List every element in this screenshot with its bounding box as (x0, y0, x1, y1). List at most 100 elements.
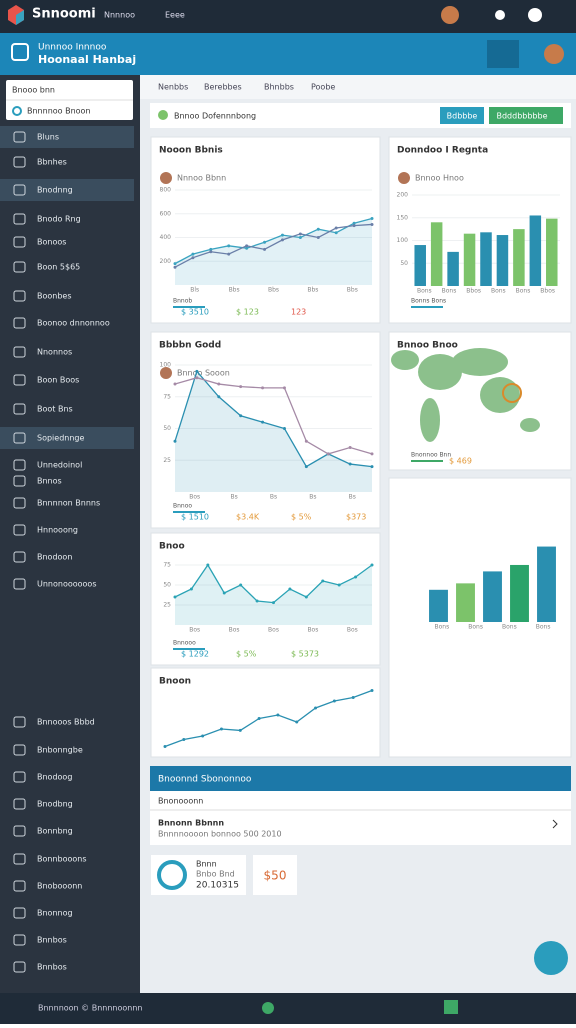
bar (463, 233, 476, 286)
menu-item[interactable]: Unnedoinol (37, 461, 82, 470)
menu-item[interactable]: Bnnos (37, 477, 62, 486)
x-tick-label: Bls (190, 287, 199, 294)
menu-item[interactable]: Bnnooos Bbbd (37, 718, 95, 727)
point (282, 386, 286, 390)
stat: $ 3510 (181, 308, 209, 317)
card (253, 855, 297, 895)
button-label: Bdddbbbbbe (496, 112, 547, 121)
icon[interactable] (262, 1002, 274, 1014)
tab[interactable]: Nenbbs (158, 83, 188, 92)
panel (150, 667, 381, 758)
menu-item[interactable]: Bnonnog (37, 909, 73, 918)
legend-swatch (173, 648, 205, 650)
avatar[interactable] (441, 6, 459, 24)
header-button[interactable] (487, 40, 519, 68)
menu-item[interactable]: Bnnbos (37, 963, 67, 972)
point (334, 226, 338, 230)
menu-item[interactable]: Bnodo Rng (37, 215, 81, 224)
map-land (418, 354, 462, 390)
icon[interactable] (495, 10, 505, 20)
menu-item[interactable]: Bluns (37, 133, 59, 142)
line (174, 223, 373, 268)
menu-item[interactable]: Nnonnos (37, 348, 72, 357)
menu-item[interactable]: Boot Bns (37, 405, 73, 414)
menu-item[interactable]: Bnodnng (37, 186, 73, 195)
menu-item[interactable]: Bnnbos (37, 936, 67, 945)
section-row[interactable]: Bnnonn Bbnnn (158, 819, 224, 828)
menu-icon (13, 403, 26, 415)
menu-item[interactable]: Bonnbooons (37, 855, 87, 864)
point (370, 465, 374, 469)
menu-item[interactable]: Boon Boos (37, 376, 79, 385)
point (173, 262, 177, 266)
tab[interactable]: Poobe (311, 83, 335, 92)
section-row[interactable]: Bnonooonn (158, 797, 203, 806)
point (219, 727, 223, 731)
menu-item[interactable]: Bnnnnon Bnnns (37, 499, 100, 508)
avatar[interactable] (544, 44, 564, 64)
point (298, 232, 302, 236)
menu-item[interactable]: Bnbonngbe (37, 746, 83, 755)
menu[interactable]: Nnnnoo (104, 11, 135, 20)
bar (537, 546, 556, 622)
menu-icon (13, 578, 26, 590)
menu-item[interactable]: Boon 5$65 (37, 263, 80, 272)
map-land (480, 377, 520, 413)
point (314, 706, 318, 710)
point (370, 217, 374, 220)
search-input[interactable]: Bnooo bnn (12, 86, 55, 95)
menu-item-active (0, 427, 134, 449)
point (201, 734, 205, 738)
menu-icon (13, 131, 26, 143)
point (304, 595, 308, 599)
point (370, 452, 374, 456)
button[interactable] (489, 107, 563, 124)
menu-item[interactable]: Bonnbng (37, 827, 73, 836)
avatar (398, 172, 410, 184)
tab[interactable]: Bhnbbs (264, 83, 294, 92)
menu-item[interactable]: Sopiednnge (37, 434, 84, 443)
tab[interactable]: Berebbes (204, 83, 242, 92)
x-tick-label: Bbs (229, 287, 240, 294)
map-land (391, 350, 419, 370)
menu-item[interactable]: Bnobooonn (37, 882, 82, 891)
menu-item[interactable]: Hnnooong (37, 526, 78, 535)
panel-title: Bnoo (159, 542, 185, 552)
x-tick-label: Bos (189, 627, 200, 634)
panel-subtitle: Nnnoo Bbnn (177, 174, 226, 183)
point (280, 238, 284, 242)
tab-bar (140, 75, 576, 99)
y-tick-label: 50 (400, 260, 408, 267)
menu-item[interactable]: Bbnhes (37, 158, 67, 167)
x-tick-label: Bs (270, 494, 277, 501)
x-tick-label: Bos (229, 627, 240, 634)
card-value: $50 (264, 869, 287, 883)
menu-item[interactable]: Bnodoog (37, 773, 72, 782)
fab[interactable] (534, 941, 568, 975)
point (276, 713, 280, 717)
menu-item[interactable]: Bonoos (37, 238, 66, 247)
icon[interactable] (444, 1000, 458, 1014)
point (209, 247, 213, 251)
button[interactable] (440, 107, 484, 124)
menu-item[interactable]: Unnonoooooos (37, 580, 97, 589)
menu-item[interactable]: Bnodoon (37, 553, 72, 562)
point (222, 591, 226, 595)
point (321, 579, 325, 583)
menu-icon (13, 213, 26, 225)
point (245, 246, 249, 250)
point (263, 247, 267, 251)
legend-swatch (411, 460, 443, 462)
point (209, 250, 213, 254)
bar (483, 571, 502, 622)
bar (447, 251, 459, 286)
menu-icon (13, 961, 26, 973)
menu-item[interactable]: Bnodbng (37, 800, 73, 809)
menu-item[interactable]: Boonoo dnnonnoo (37, 319, 110, 328)
menu-item[interactable]: Boonbes (37, 292, 72, 301)
icon[interactable] (528, 8, 542, 22)
area (175, 565, 372, 625)
section-row-detail: Bnnnnoooon bonnoo 500 2010 (158, 830, 282, 839)
menu[interactable]: Eeee (165, 11, 185, 20)
